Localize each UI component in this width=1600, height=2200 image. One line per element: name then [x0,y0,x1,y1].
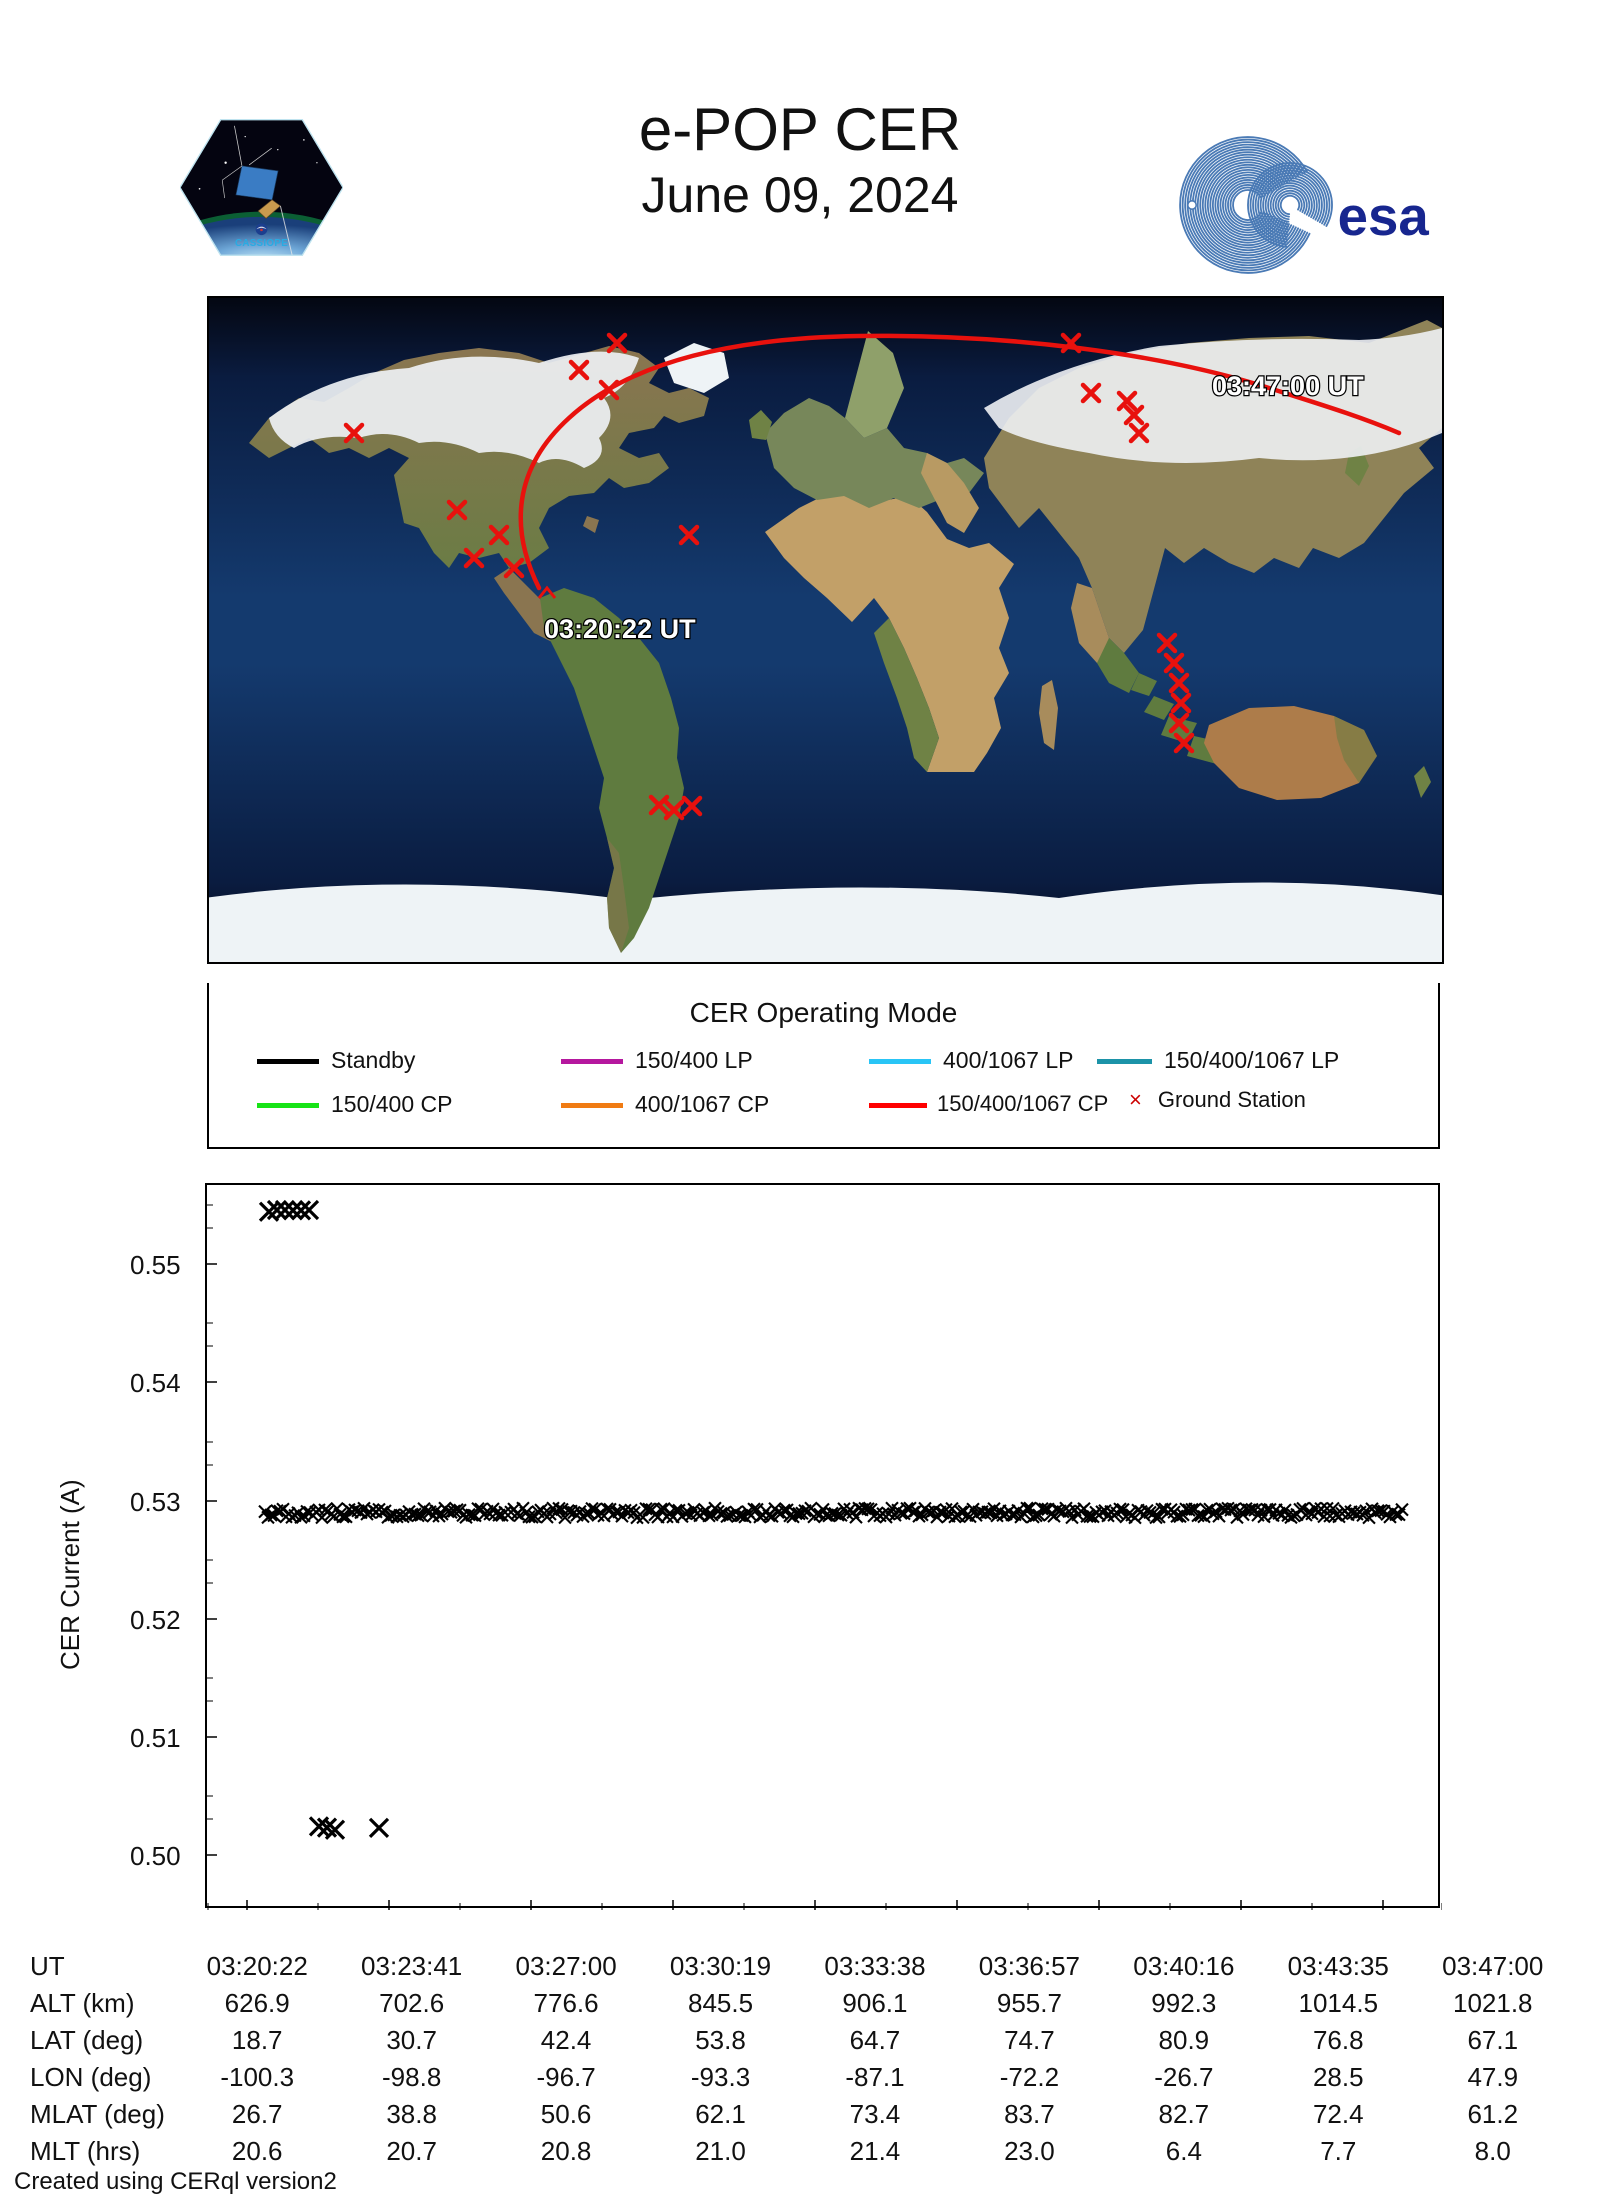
svg-text:CASSIOPE: CASSIOPE [235,238,288,249]
svg-text:esa: esa [1338,186,1430,247]
svg-text:03:20:22 UT: 03:20:22 UT [544,614,696,644]
svg-text:03:47:00 UT: 03:47:00 UT [1212,371,1364,401]
